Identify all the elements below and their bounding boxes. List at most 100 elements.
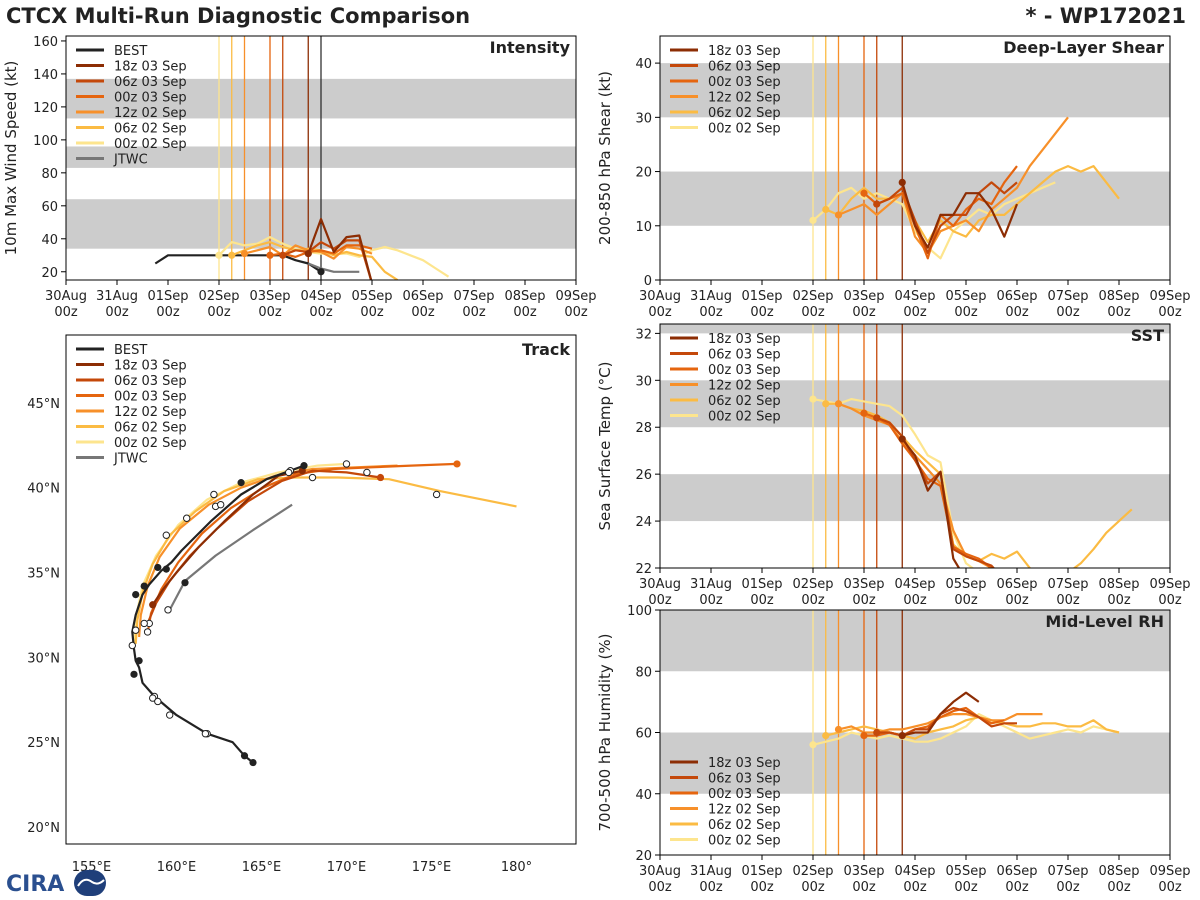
legend-label: 12z 02 Sep <box>708 91 781 106</box>
x-tick-label-date: 04Sep <box>300 289 341 304</box>
cira-logo: CIRA <box>6 870 106 897</box>
series-start-point-shear <box>809 216 817 224</box>
series-start-point-shear <box>873 200 881 208</box>
legend-label: 12z 02 Sep <box>114 405 187 420</box>
x-tick-label-date: 03Sep <box>843 289 884 304</box>
x-tick-label-date: 03Sep <box>249 289 290 304</box>
x-tick-label-hour: 00z <box>462 305 486 320</box>
legend-label: 00z 02 Sep <box>114 137 187 152</box>
panel-track: 155°E 160°E 165°E 170°E 175°E 180°20°N25°N30°… <box>27 334 577 875</box>
x-tick-label-date: 02Sep <box>792 289 833 304</box>
y-tick-label: 40 <box>635 57 652 72</box>
y-axis-label: 200-850 hPa Shear (kt) <box>596 71 614 245</box>
best-track-point <box>300 462 308 470</box>
series-start-point-sst <box>873 414 881 422</box>
x-tick-label-date: 09Sep <box>1149 864 1190 879</box>
x-tick-label-date: 08Sep <box>504 289 545 304</box>
band-sst <box>660 380 1170 428</box>
band-shear <box>660 63 1170 118</box>
best-track-point <box>181 579 189 587</box>
track-x-tick-label: 180° <box>501 860 532 875</box>
x-tick-label-hour: 00z <box>156 305 180 320</box>
x-tick-label-hour: 00z <box>648 305 672 320</box>
series-start-point-sst <box>860 409 868 417</box>
x-tick-label-date: 30Aug <box>639 864 681 879</box>
x-tick-label-date: 06Sep <box>996 289 1037 304</box>
legend-label: JTWC <box>113 452 148 467</box>
series-start-point-sst <box>809 395 817 403</box>
series-start-point-rh <box>898 731 906 740</box>
legend-label: 06z 03 Sep <box>708 772 781 787</box>
x-tick-label-hour: 00z <box>1005 593 1029 608</box>
legend-label: 06z 02 Sep <box>708 394 781 409</box>
legend-label: 06z 02 Sep <box>708 106 781 121</box>
x-tick-label-hour: 00z <box>699 880 723 895</box>
track-open-point <box>217 500 225 509</box>
legend-label: 12z 02 Sep <box>708 379 781 394</box>
y-tick-label: 40 <box>41 233 58 248</box>
best-track-point <box>237 479 245 487</box>
legend-label: 00z 02 Sep <box>708 834 781 849</box>
y-tick-label: 30 <box>635 111 652 126</box>
x-tick-label-hour: 00z <box>801 593 825 608</box>
legend-label: 00z 02 Sep <box>708 410 781 425</box>
x-tick-label-hour: 00z <box>648 880 672 895</box>
x-tick-label-date: 30Aug <box>639 577 681 592</box>
legend-label: 12z 02 Sep <box>708 803 781 818</box>
track-y-tick-label: 45°N <box>27 397 60 412</box>
series-line-shear <box>825 165 1120 244</box>
track-line <box>138 464 398 638</box>
x-tick-label-hour: 00z <box>750 593 774 608</box>
x-tick-label-date: 05Sep <box>945 289 986 304</box>
track-open-point <box>149 694 157 702</box>
legend-label: BEST <box>114 44 147 59</box>
cira-logo-text: CIRA <box>6 872 64 897</box>
best-track-point <box>154 563 162 572</box>
series-start-point-intensity <box>266 251 274 259</box>
x-tick-label-hour: 00z <box>903 305 927 320</box>
y-tick-label: 160 <box>33 35 58 50</box>
best-track-point <box>249 758 257 767</box>
x-tick-label-hour: 00z <box>852 593 876 608</box>
series-start-point-sst <box>834 400 843 408</box>
panel-title: Track <box>522 340 570 359</box>
x-tick-label-hour: 00z <box>1158 880 1182 895</box>
x-tick-label-date: 06Sep <box>996 864 1037 879</box>
series-line-intensity <box>282 239 373 280</box>
series-start-point-intensity <box>304 250 312 258</box>
x-tick-label-date: 01Sep <box>741 289 782 304</box>
band-shear <box>660 171 1170 226</box>
series-line-rh <box>902 691 980 737</box>
x-tick-label-date: 31Aug <box>690 289 732 304</box>
x-tick-label-hour: 00z <box>1158 305 1182 320</box>
x-tick-label-hour: 00z <box>309 305 333 320</box>
y-tick-label: 32 <box>635 327 652 342</box>
y-tick-label: 80 <box>635 665 652 680</box>
x-tick-label-hour: 00z <box>105 305 129 320</box>
series-start-point-shear <box>898 178 906 186</box>
x-tick-label-hour: 00z <box>954 593 978 608</box>
cira-logo-badge <box>74 870 106 896</box>
x-tick-label-hour: 00z <box>801 305 825 320</box>
series-line-intensity <box>231 241 399 280</box>
y-tick-label: 140 <box>33 68 58 83</box>
legend-label: JTWC <box>113 153 148 168</box>
y-tick-label: 20 <box>635 849 652 864</box>
best-track-point <box>130 670 138 678</box>
x-tick-label-date: 31Aug <box>690 864 732 879</box>
track-y-tick-label: 30°N <box>27 651 60 666</box>
jtwc-line-intensity <box>307 262 360 273</box>
x-tick-label-date: 07Sep <box>1047 577 1088 592</box>
track-open-point <box>162 531 171 539</box>
x-tick-label-date: 08Sep <box>1098 289 1139 304</box>
panel-title: Deep-Layer Shear <box>1003 38 1164 57</box>
x-tick-label-hour: 00z <box>207 305 231 320</box>
x-tick-label-hour: 00z <box>903 593 927 608</box>
best-track-point <box>140 582 148 590</box>
x-tick-label-hour: 00z <box>750 305 774 320</box>
band-rh <box>660 610 1170 672</box>
x-tick-label-hour: 00z <box>801 880 825 895</box>
track-y-tick-label: 35°N <box>27 567 60 582</box>
panel-title: SST <box>1131 326 1164 345</box>
